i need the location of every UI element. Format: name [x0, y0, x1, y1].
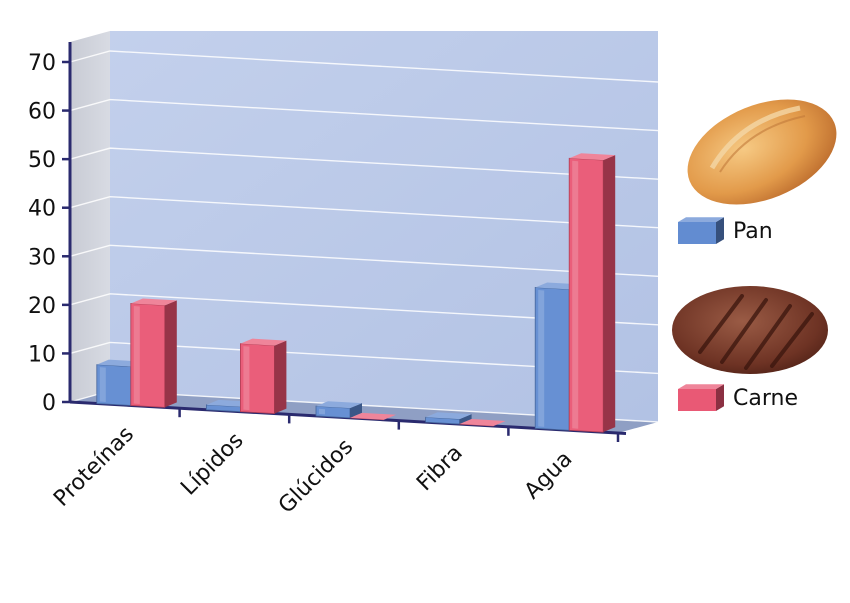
bar-carne-4 [568, 153, 616, 433]
y-tick-label: 0 [42, 391, 56, 416]
x-tick-label: Proteínas [49, 422, 139, 512]
side-wall [70, 31, 110, 402]
y-tick-label: 20 [28, 294, 56, 319]
bread-icon [687, 99, 837, 205]
legend-label-carne: Carne [733, 386, 798, 411]
x-tick-label: Fibra [412, 440, 468, 496]
y-tick-label: 70 [28, 51, 56, 76]
bar-carne-3 [459, 419, 506, 427]
gridline [69, 98, 659, 132]
y-tick-label: 60 [28, 100, 56, 125]
gridline [69, 50, 659, 83]
x-tick-label: Agua [520, 447, 578, 505]
back-wall [110, 31, 658, 422]
meat-patty-icon [672, 286, 828, 374]
y-tick-label: 30 [28, 245, 56, 270]
y-tick-label: 50 [28, 148, 56, 173]
x-tick-label: Lípidos [176, 428, 248, 500]
bars [96, 153, 616, 433]
gridline [69, 244, 659, 277]
gridline [69, 147, 659, 180]
bar-pan-2 [315, 401, 362, 419]
y-tick-label: 10 [28, 342, 56, 367]
y-tick-label: 40 [28, 197, 56, 222]
x-tick-label: Glúcidos [274, 434, 358, 518]
legend-swatch-carne [678, 384, 724, 411]
bar-carne-2 [349, 412, 396, 421]
gridline [69, 293, 659, 326]
y-axis-ticks: 0 10 20 30 40 50 60 70 [28, 51, 70, 416]
gridlines [69, 50, 659, 423]
gridline [69, 196, 659, 229]
legend-swatch-pan [678, 217, 724, 244]
legend-label-pan: Pan [733, 219, 773, 244]
legend: Pan Carne [672, 99, 837, 411]
bar-carne-0 [130, 298, 177, 408]
gridline [69, 341, 659, 375]
bar-pan-3 [425, 412, 472, 425]
bar-carne-1 [239, 338, 287, 414]
